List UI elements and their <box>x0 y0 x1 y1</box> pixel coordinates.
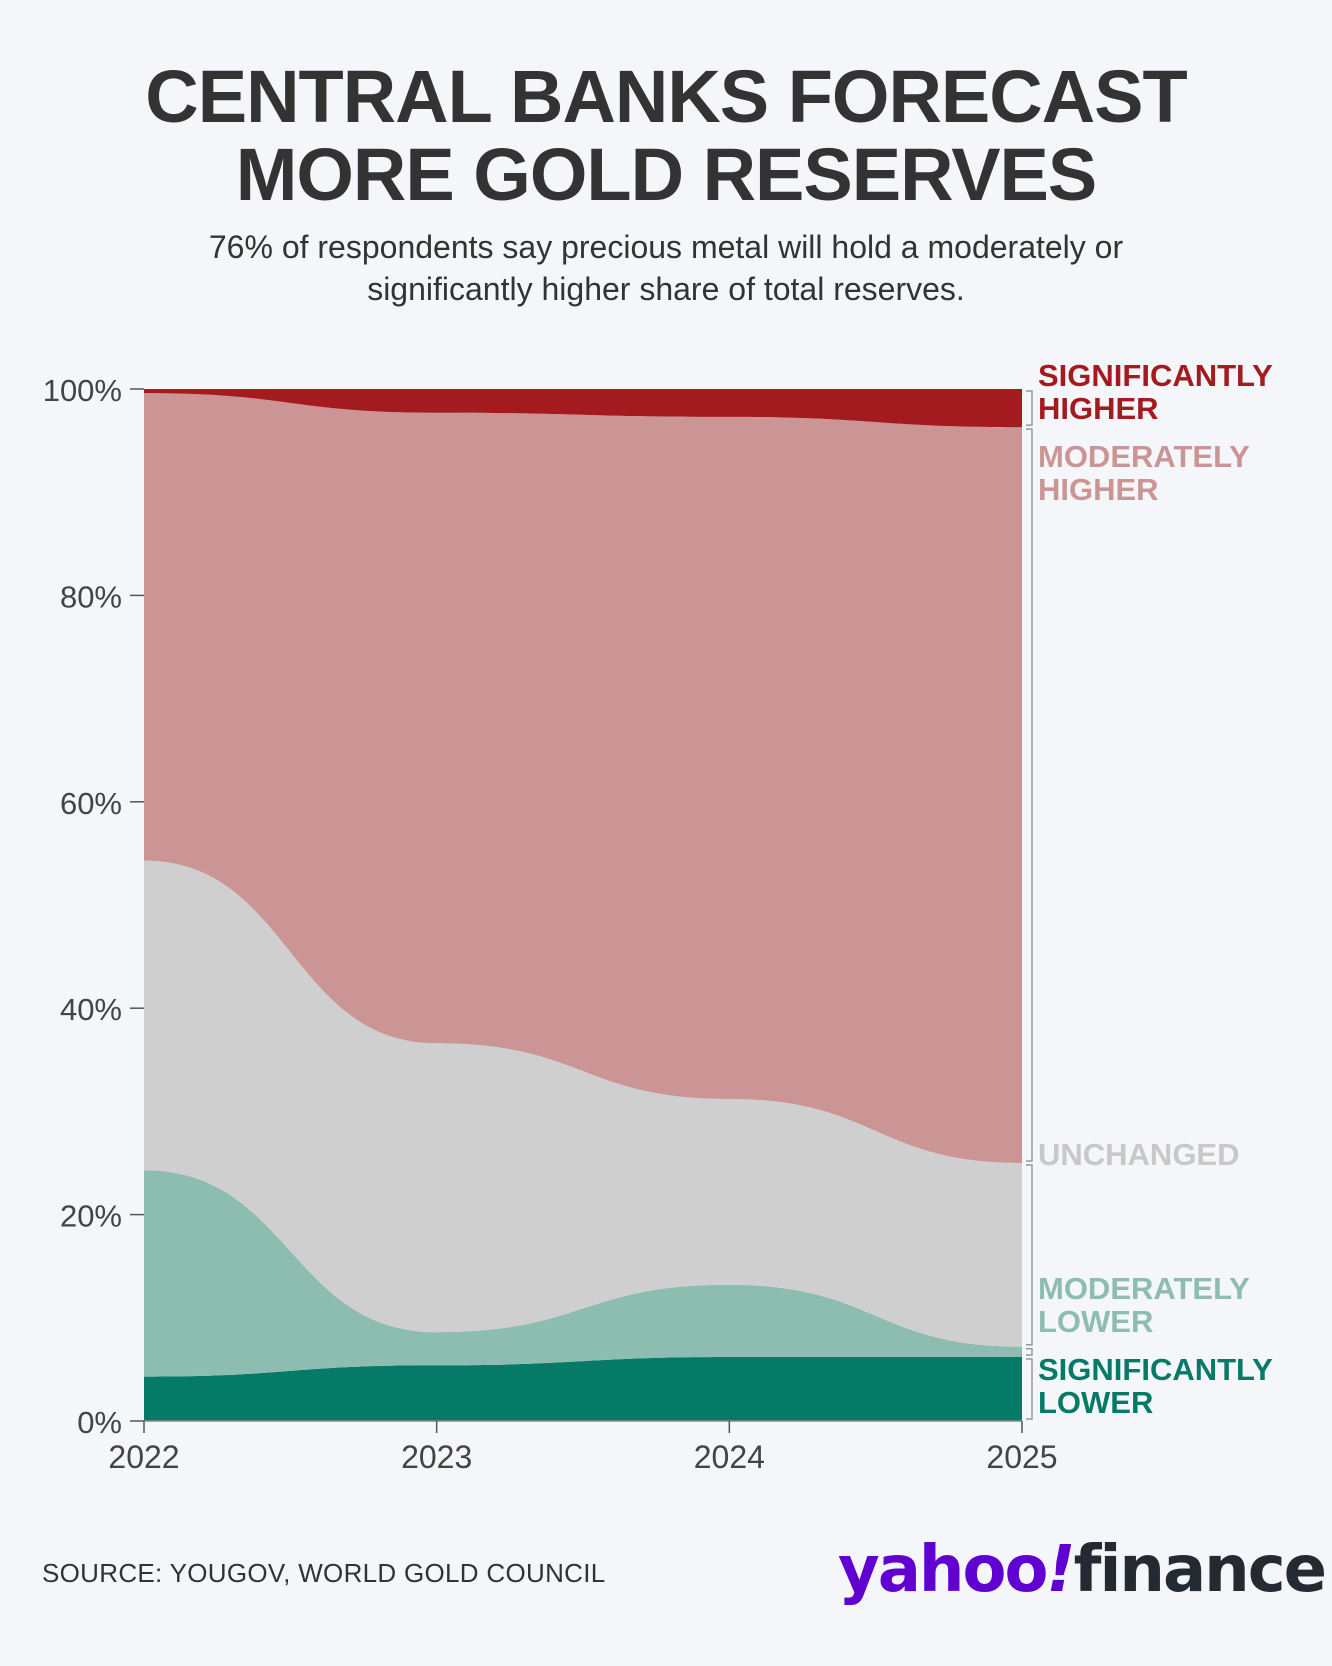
series-label-moderately-higher: MODERATELY <box>1038 439 1250 474</box>
series-label-moderately-lower-line2: LOWER <box>1038 1304 1153 1339</box>
area-layers <box>144 389 1022 1421</box>
y-tick-label: 80% <box>60 579 122 614</box>
bracket-significantly-lower <box>1026 1359 1032 1419</box>
bracket-moderately-lower <box>1026 1349 1032 1355</box>
logo-bang: ! <box>1046 1533 1073 1607</box>
y-tick-label: 0% <box>77 1405 122 1440</box>
series-label-significantly-higher: SIGNIFICANTLY <box>1038 358 1273 393</box>
x-tick-label: 2024 <box>694 1439 765 1475</box>
yahoo-finance-logo: yahoo!finance <box>838 1530 1325 1610</box>
series-labels: SIGNIFICANTLYLOWERMODERATELYLOWERUNCHANG… <box>1026 358 1273 1420</box>
y-tick-label: 20% <box>60 1199 122 1234</box>
x-tick-label: 2022 <box>108 1439 179 1475</box>
series-label-unchanged: UNCHANGED <box>1038 1137 1240 1172</box>
y-tick-label: 60% <box>60 786 122 821</box>
series-label-significantly-lower-line2: LOWER <box>1038 1385 1153 1420</box>
logo-yahoo: yahoo <box>838 1533 1046 1607</box>
y-tick-label: 40% <box>60 992 122 1027</box>
bracket-unchanged <box>1026 1165 1032 1345</box>
series-label-moderately-lower: MODERATELY <box>1038 1271 1250 1306</box>
bracket-significantly-higher <box>1026 391 1032 425</box>
series-label-moderately-higher-line2: HIGHER <box>1038 472 1159 507</box>
y-tick-label: 100% <box>43 373 122 408</box>
logo-finance: finance <box>1074 1533 1325 1607</box>
x-tick-label: 2023 <box>401 1439 472 1475</box>
series-label-significantly-higher-line2: HIGHER <box>1038 391 1159 426</box>
source-note: SOURCE: YOUGOV, WORLD GOLD COUNCIL <box>42 1558 606 1589</box>
x-tick-label: 2025 <box>986 1439 1057 1475</box>
stacked-area-chart: 0% 20% 40% 60% 80% 100% 2022 2023 2024 2025 SIGNI… <box>0 0 1332 1500</box>
series-label-significantly-lower: SIGNIFICANTLY <box>1038 1352 1273 1387</box>
bracket-moderately-higher <box>1026 429 1032 1161</box>
